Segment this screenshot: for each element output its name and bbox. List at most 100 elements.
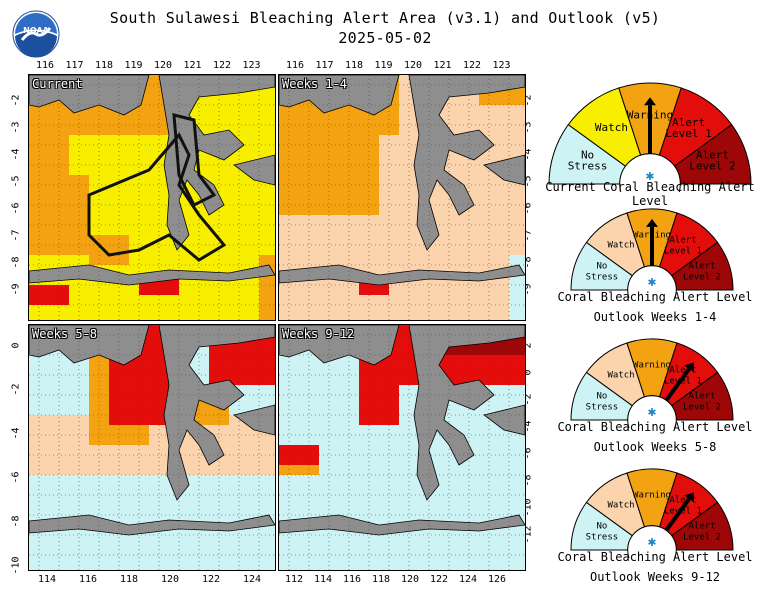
gauge-label-watch: Watch [595, 121, 628, 134]
gauge-needle-head [644, 97, 656, 106]
gauge-label-alert2: Alert Level 2 [683, 522, 721, 543]
top-tick-label: 123 [242, 60, 261, 71]
top-tick-label: 121 [183, 60, 202, 71]
top-tick-label: 118 [95, 60, 114, 71]
top-tick-label: 122 [463, 60, 482, 71]
gauge-label-alert2: Alert Level 2 [683, 262, 721, 283]
gauge-caption: Coral Bleaching Alert Level [557, 550, 753, 564]
gauge-label-no_stress: No Stress [586, 392, 619, 413]
bottom-tick-label: 120 [401, 574, 420, 585]
gauge-label-alert2: Alert Level 2 [689, 149, 735, 173]
left-tick-label: -2 [10, 94, 22, 107]
land-borneo [279, 325, 400, 366]
top-tick-label: 119 [124, 60, 143, 71]
gauge-label-warning: Warning [633, 360, 671, 370]
bottom-tick-label: 114 [38, 574, 57, 585]
top-tick-label: 116 [36, 60, 55, 71]
bottom-tick-label: 114 [314, 574, 333, 585]
bottom-tick-label: 122 [430, 574, 449, 585]
left-tick-label: -8 [10, 256, 22, 269]
map-panel-current: Current [28, 74, 276, 321]
gauge-label-warning: Warning [633, 490, 671, 500]
gauge-caption-2: Outlook Weeks 9-12 [589, 570, 721, 584]
land-borneo [29, 75, 150, 116]
gauge-caption-2: Outlook Weeks 5-8 [593, 440, 717, 454]
map-panel-weeks-1-4: Weeks 1-4 [278, 74, 526, 321]
land-island [233, 404, 275, 436]
land-borneo [29, 325, 150, 366]
gauge-caption: Current Coral Bleaching Alert Level [545, 180, 755, 208]
panel-label: Weeks 9-12 [282, 327, 355, 341]
alert-cell [29, 285, 69, 305]
panel-label: Weeks 1-4 [282, 77, 348, 91]
gauge-caption: Coral Bleaching Alert Level [557, 420, 753, 434]
map-panel-weeks-9-12: Weeks 9-12 [278, 324, 526, 571]
left-tick-label: 0 [10, 342, 22, 349]
top-tick-label: 120 [154, 60, 173, 71]
land-island [233, 154, 275, 186]
coral-icon: ✱ [648, 534, 657, 550]
noaa-logo: NOAA [12, 10, 60, 58]
gauge-label-no_stress: No Stress [568, 149, 608, 173]
gauge-label-watch: Watch [608, 500, 635, 510]
gauge-label-watch: Watch [608, 240, 635, 250]
left-tick-label: -8 [10, 515, 22, 528]
gauge-label-alert1: Alert Level 1 [665, 116, 711, 140]
bottom-tick-label: 116 [79, 574, 98, 585]
left-tick-label: -2 [10, 383, 22, 396]
land-island [483, 404, 525, 436]
gauge-caption: Coral Bleaching Alert Level [557, 290, 753, 304]
bottom-tick-label: 124 [243, 574, 262, 585]
alert-area-outline [87, 132, 227, 262]
logo-text: NOAA [23, 26, 49, 35]
top-tick-label: 122 [213, 60, 232, 71]
panel-label: Current [32, 77, 83, 91]
alert-area-outline [172, 113, 217, 208]
gauge-needle-head [646, 218, 658, 227]
gauge-caption-2: Outlook Weeks 1-4 [593, 310, 717, 324]
gauge-label-alert1: Alert Level 1 [664, 235, 702, 256]
top-tick-label: 117 [65, 60, 84, 71]
left-tick-label: -9 [10, 283, 22, 296]
left-tick-label: -7 [10, 229, 22, 242]
bottom-tick-label: 112 [285, 574, 304, 585]
top-tick-label: 117 [315, 60, 334, 71]
left-tick-label: -10 [10, 556, 22, 575]
left-tick-label: -5 [10, 175, 22, 188]
gauge-needle [664, 367, 691, 402]
left-tick-label: -3 [10, 121, 22, 134]
panel-label: Weeks 5-8 [32, 327, 98, 341]
gauge-label-alert2: Alert Level 2 [683, 392, 721, 413]
top-tick-label: 123 [492, 60, 511, 71]
gauge-needle-head [684, 492, 694, 503]
coral-icon: ✱ [646, 168, 655, 184]
bottom-tick-label: 116 [343, 574, 362, 585]
alert-cell [29, 135, 69, 175]
alert-cell [359, 385, 399, 425]
page-title: South Sulawesi Bleaching Alert Area (v3.… [109, 9, 661, 27]
bottom-tick-label: 124 [459, 574, 478, 585]
land-borneo [279, 75, 400, 116]
left-tick-label: -6 [10, 202, 22, 215]
bottom-tick-label: 118 [120, 574, 139, 585]
top-tick-label: 116 [286, 60, 305, 71]
coral-icon: ✱ [648, 404, 657, 420]
gauge-label-alert1: Alert Level 1 [664, 495, 702, 516]
gauge-label-alert1: Alert Level 1 [664, 365, 702, 386]
coral-icon: ✱ [648, 274, 657, 290]
top-tick-label: 120 [404, 60, 423, 71]
bottom-tick-label: 118 [372, 574, 391, 585]
gauge-label-no_stress: No Stress [586, 262, 619, 283]
left-tick-label: -4 [10, 148, 22, 161]
gauge-label-no_stress: No Stress [586, 522, 619, 543]
gauge-label-watch: Watch [608, 370, 635, 380]
left-tick-label: -4 [10, 427, 22, 440]
gauge-needle-head [684, 362, 694, 373]
top-tick-label: 121 [433, 60, 452, 71]
top-tick-label: 119 [374, 60, 393, 71]
map-panel-weeks-5-8: Weeks 5-8 [28, 324, 276, 571]
left-tick-label: -6 [10, 471, 22, 484]
top-tick-label: 118 [345, 60, 364, 71]
